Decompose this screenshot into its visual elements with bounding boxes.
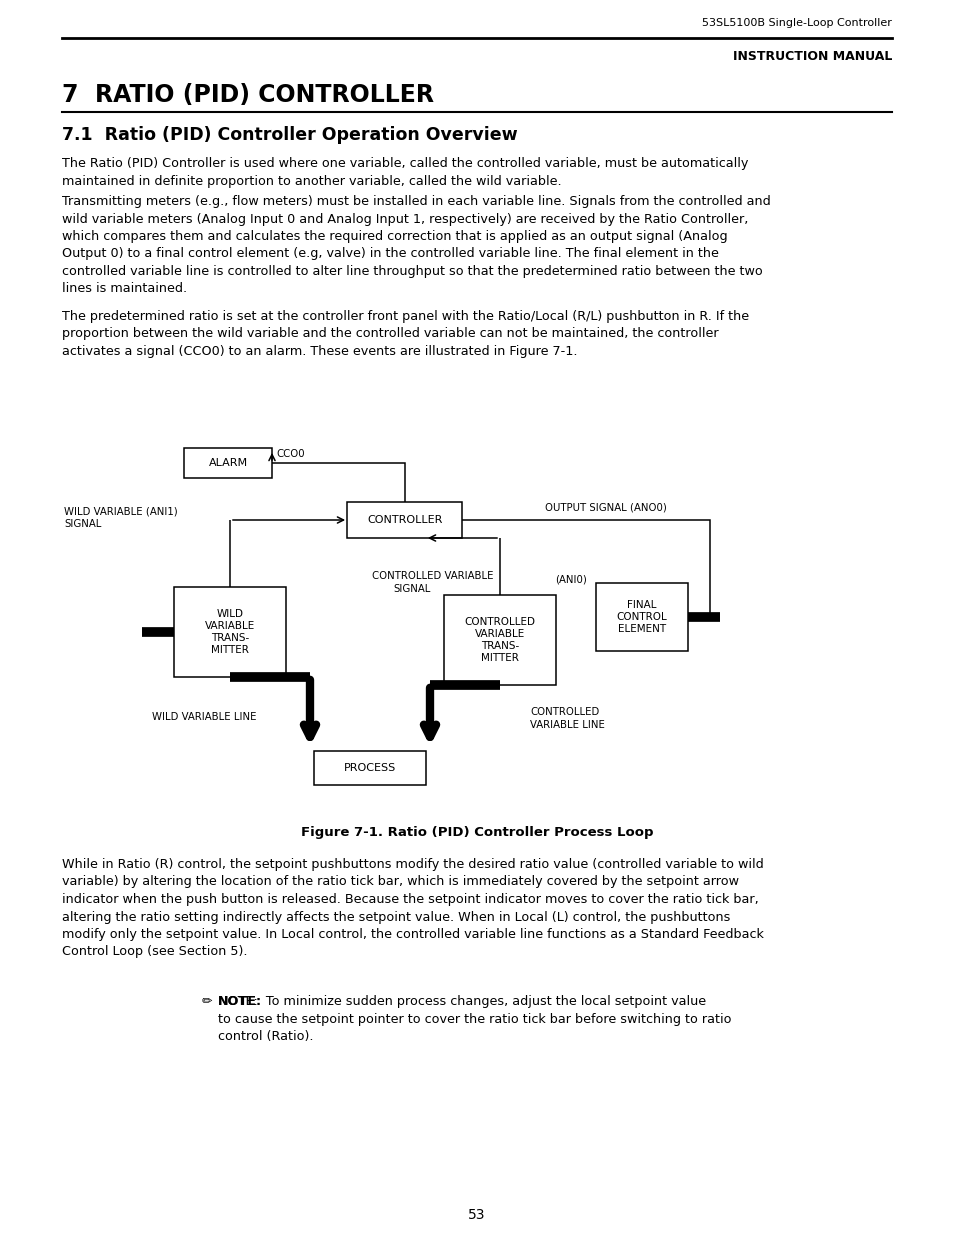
Text: 53: 53 bbox=[468, 1208, 485, 1221]
Text: 7.1  Ratio (PID) Controller Operation Overview: 7.1 Ratio (PID) Controller Operation Ove… bbox=[62, 126, 517, 144]
Text: The Ratio (PID) Controller is used where one variable, called the controlled var: The Ratio (PID) Controller is used where… bbox=[62, 157, 747, 188]
Bar bbox=[596, 583, 687, 651]
Bar bbox=[184, 448, 272, 478]
Text: WILD
VARIABLE
TRANS-
MITTER: WILD VARIABLE TRANS- MITTER bbox=[205, 609, 254, 655]
Bar bbox=[347, 501, 462, 538]
Text: INSTRUCTION MANUAL: INSTRUCTION MANUAL bbox=[732, 49, 891, 63]
Text: NOTE:: NOTE: bbox=[218, 995, 262, 1008]
Bar bbox=[314, 751, 426, 785]
Text: SIGNAL: SIGNAL bbox=[64, 519, 101, 529]
Text: PROCESS: PROCESS bbox=[343, 763, 395, 773]
Text: 7  RATIO (PID) CONTROLLER: 7 RATIO (PID) CONTROLLER bbox=[62, 83, 434, 107]
Text: (ANI0): (ANI0) bbox=[555, 576, 586, 585]
Text: CONTROLLER: CONTROLLER bbox=[367, 515, 442, 525]
Text: 53SL5100B Single-Loop Controller: 53SL5100B Single-Loop Controller bbox=[701, 19, 891, 28]
Text: WILD VARIABLE (ANI1): WILD VARIABLE (ANI1) bbox=[64, 506, 177, 516]
Bar bbox=[173, 587, 286, 677]
Text: NOTE:  To minimize sudden process changes, adjust the local setpoint value
to ca: NOTE: To minimize sudden process changes… bbox=[218, 995, 731, 1044]
Bar bbox=[443, 595, 556, 685]
Text: CONTROLLED
VARIABLE
TRANS-
MITTER: CONTROLLED VARIABLE TRANS- MITTER bbox=[464, 618, 535, 663]
Text: ✏: ✏ bbox=[202, 995, 213, 1008]
Text: CCO0: CCO0 bbox=[275, 450, 304, 459]
Text: SIGNAL: SIGNAL bbox=[393, 584, 430, 594]
Text: FINAL
CONTROL
ELEMENT: FINAL CONTROL ELEMENT bbox=[616, 600, 667, 634]
Text: OUTPUT SIGNAL (ANO0): OUTPUT SIGNAL (ANO0) bbox=[544, 503, 666, 513]
Text: Figure 7-1. Ratio (PID) Controller Process Loop: Figure 7-1. Ratio (PID) Controller Proce… bbox=[300, 826, 653, 839]
Text: Transmitting meters (e.g., flow meters) must be installed in each variable line.: Transmitting meters (e.g., flow meters) … bbox=[62, 195, 770, 295]
Text: VARIABLE LINE: VARIABLE LINE bbox=[530, 720, 604, 730]
Text: WILD VARIABLE LINE: WILD VARIABLE LINE bbox=[152, 713, 256, 722]
Text: The predetermined ratio is set at the controller front panel with the Ratio/Loca: The predetermined ratio is set at the co… bbox=[62, 310, 748, 358]
Text: CONTROLLED VARIABLE: CONTROLLED VARIABLE bbox=[372, 571, 493, 580]
Text: CONTROLLED: CONTROLLED bbox=[530, 706, 598, 718]
Text: ALARM: ALARM bbox=[208, 458, 247, 468]
Text: While in Ratio (R) control, the setpoint pushbuttons modify the desired ratio va: While in Ratio (R) control, the setpoint… bbox=[62, 858, 763, 958]
